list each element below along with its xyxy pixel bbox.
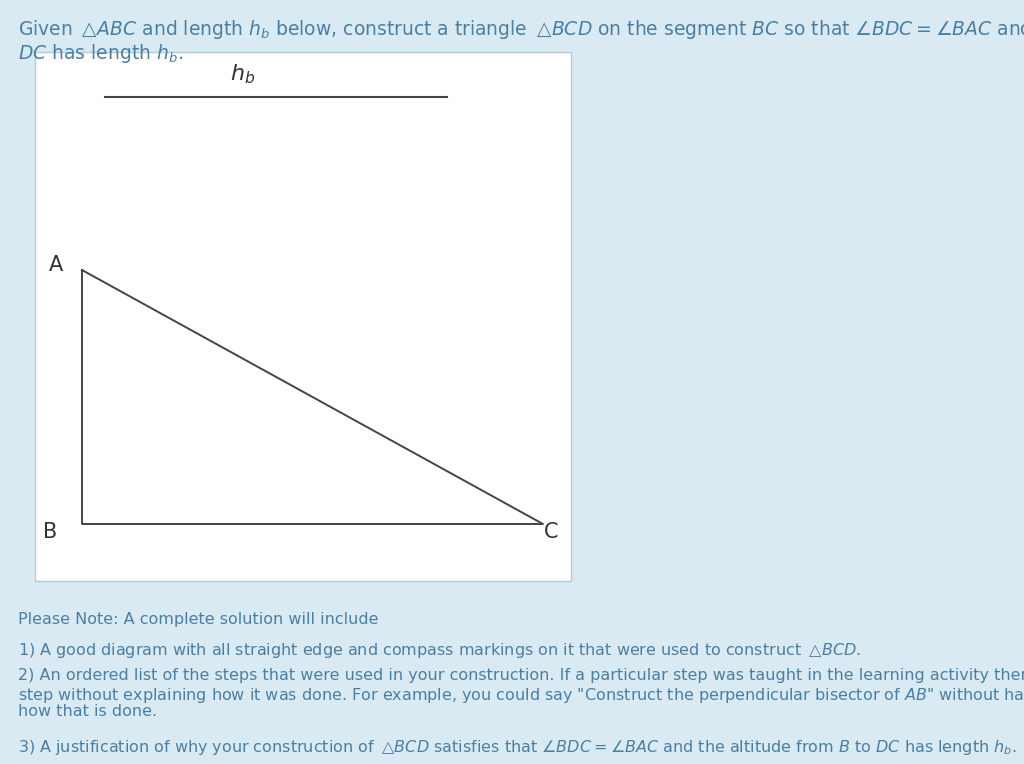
- Text: how that is done.: how that is done.: [18, 704, 157, 719]
- Text: $\mathit{DC}$ has length $\mathit{h}_b$.: $\mathit{DC}$ has length $\mathit{h}_b$.: [18, 42, 183, 65]
- Text: 3) A justification of why your construction of $\triangle\!\mathit{BCD}$ satisfi: 3) A justification of why your construct…: [18, 738, 1017, 757]
- Text: 1) A good diagram with all straight edge and compass markings on it that were us: 1) A good diagram with all straight edge…: [18, 641, 861, 660]
- Text: B: B: [43, 522, 57, 542]
- Text: Please Note: A complete solution will include: Please Note: A complete solution will in…: [18, 612, 379, 627]
- FancyBboxPatch shape: [35, 52, 571, 581]
- Text: step without explaining how it was done. For example, you could say "Construct t: step without explaining how it was done.…: [18, 686, 1024, 705]
- Text: C: C: [544, 522, 558, 542]
- Text: 2) An ordered list of the steps that were used in your construction. If a partic: 2) An ordered list of the steps that wer…: [18, 668, 1024, 683]
- Text: Given $\triangle\!\mathit{ABC}$ and length $\mathit{h}_b$ below, construct a tri: Given $\triangle\!\mathit{ABC}$ and leng…: [18, 18, 1024, 41]
- Text: $h_b$: $h_b$: [230, 62, 256, 86]
- Text: A: A: [49, 255, 63, 275]
